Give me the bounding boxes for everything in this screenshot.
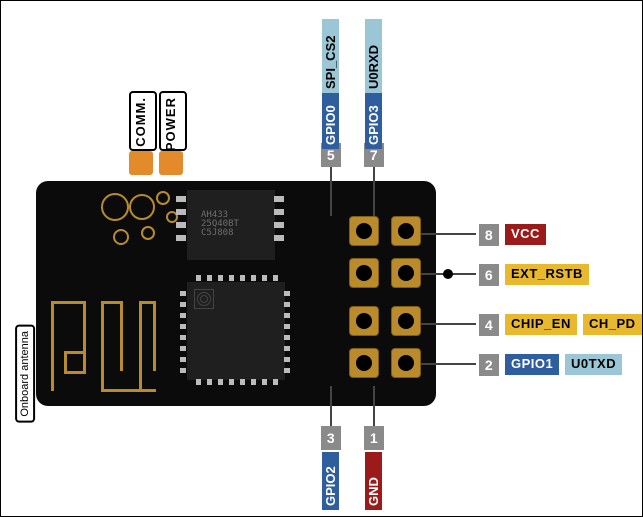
chip-pin: [251, 379, 256, 385]
chip-pin: [251, 275, 256, 281]
chip-pin: [274, 235, 284, 241]
chip-pin: [284, 335, 290, 340]
chip-pin: [284, 346, 290, 351]
chip-pin: [284, 302, 290, 307]
chip-pin: [176, 196, 186, 202]
antenna-trace: [64, 371, 86, 374]
chip-pin: [207, 379, 212, 385]
chip-pin: [180, 357, 186, 362]
chip-pin: [180, 302, 186, 307]
chip-pin: [180, 324, 186, 329]
leader-line: [330, 386, 332, 426]
antenna-trace: [139, 301, 142, 391]
pin-tag-chip_en: CHIP_EN: [505, 314, 577, 335]
chip-pin: [180, 291, 186, 296]
header-pad: [391, 258, 421, 288]
chip-pin: [240, 275, 245, 281]
antenna-trace: [120, 301, 123, 371]
chip-pin: [196, 379, 201, 385]
led-comm-label: COMM.: [134, 97, 147, 147]
chip-pin: [262, 379, 267, 385]
header-pad: [349, 306, 379, 336]
pin-tag-ext_rstb: EXT_RSTB: [505, 264, 589, 285]
header-pad: [349, 348, 379, 378]
leader-line: [421, 233, 476, 235]
via: [141, 226, 155, 240]
esp-logo: [194, 289, 214, 309]
pin-num-1: 1: [364, 426, 384, 450]
pin-num-2: 2: [479, 354, 499, 376]
chip-pin: [273, 275, 278, 281]
chip-pin: [176, 209, 186, 215]
led-comm-pad: [129, 151, 153, 175]
antenna-trace: [153, 301, 156, 371]
header-pad: [349, 258, 379, 288]
header-pad: [391, 348, 421, 378]
chip-pin: [284, 368, 290, 373]
via: [129, 194, 155, 220]
chip-pin: [284, 357, 290, 362]
header-pad: [391, 216, 421, 246]
pin-tag-ch_pd: CH_PD: [583, 314, 642, 335]
chip-pin: [180, 346, 186, 351]
via: [101, 193, 129, 221]
chip-pin: [180, 313, 186, 318]
header-pad: [349, 216, 379, 246]
antenna-trace: [64, 351, 67, 371]
chip-pin: [180, 368, 186, 373]
chip-pin: [229, 379, 234, 385]
led-power-label: POWER: [164, 97, 177, 151]
onboard-antenna-annot: Onboard antenna: [15, 325, 35, 423]
pin-func-5: GPIO0: [322, 87, 339, 149]
chip-pin: [218, 379, 223, 385]
antenna-trace: [64, 351, 86, 354]
antenna-trace: [83, 301, 86, 371]
chip-pin: [284, 291, 290, 296]
chip-pin: [274, 209, 284, 215]
header-pad: [391, 306, 421, 336]
led-power-pad: [159, 151, 183, 175]
chip-pin: [240, 379, 245, 385]
chip-pin: [218, 275, 223, 281]
chip-pin: [274, 222, 284, 228]
leader-line: [373, 166, 375, 216]
chip-pin: [284, 313, 290, 318]
chip-pin: [176, 235, 186, 241]
pin-role-7: U0RXD: [365, 19, 382, 93]
antenna-trace: [101, 301, 104, 391]
chip-flash-marking: AH433 25Q40BT C5J808: [201, 211, 239, 238]
chip-pin: [176, 222, 186, 228]
chip-pin: [262, 275, 267, 281]
chip-pin: [229, 275, 234, 281]
leader-line: [421, 363, 476, 365]
chip-pin: [284, 324, 290, 329]
pin-num-8: 8: [479, 224, 499, 246]
reset-dot: [443, 269, 453, 279]
pin-tag-gpio1: GPIO1: [505, 354, 559, 375]
leader-line: [330, 166, 332, 216]
pin-num-3: 3: [321, 426, 341, 450]
chip-pin: [273, 379, 278, 385]
pin-tag-vcc: VCC: [505, 224, 546, 245]
pin-role-5: SPI_CS2: [322, 19, 339, 93]
via: [156, 191, 170, 205]
pin-func-7: GPIO3: [365, 87, 382, 149]
antenna-trace: [51, 301, 54, 391]
via: [113, 229, 129, 245]
pin-func-3: GPIO2: [322, 452, 339, 510]
leader-line: [421, 323, 476, 325]
chip-pin: [207, 275, 212, 281]
pin-num-4: 4: [479, 314, 499, 336]
pin-tag-u0txd: U0TXD: [565, 354, 622, 375]
pin-num-6: 6: [479, 264, 499, 286]
pin-func-1: GND: [365, 452, 382, 510]
chip-pin: [274, 196, 284, 202]
chip-pin: [196, 275, 201, 281]
leader-line: [373, 386, 375, 426]
antenna-trace: [101, 389, 156, 392]
chip-pin: [180, 335, 186, 340]
antenna-trace: [51, 301, 86, 304]
